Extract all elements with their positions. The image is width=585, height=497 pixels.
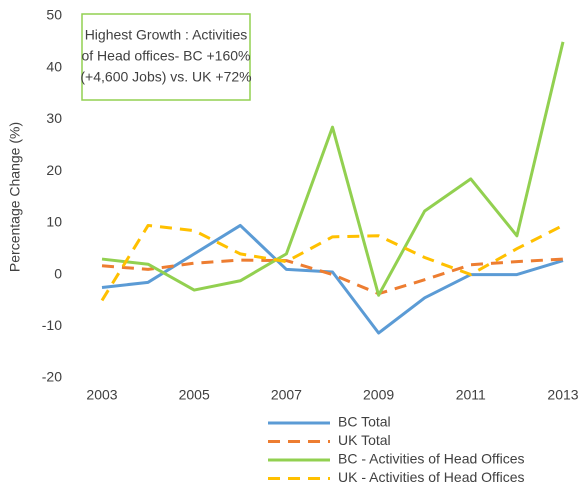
legend-label: UK Total [338,432,391,448]
y-tick-label: 20 [46,162,62,178]
annotation-line: of Head offices- BC +160% [81,48,250,64]
y-tick-label: 50 [46,7,62,23]
series-line [101,223,564,335]
y-tick-label: -10 [42,317,62,333]
annotation-line: Highest Growth : Activities [85,27,248,43]
y-tick-label: 10 [46,214,62,230]
annotation-line: (+4,600 Jobs) vs. UK +72% [80,69,251,85]
annotation-box [81,13,251,101]
y-axis-label: Percentage Change (%) [7,122,23,272]
y-tick-label: 0 [54,265,62,281]
x-tick-label: 2007 [271,387,302,403]
x-tick-label: 2003 [86,387,117,403]
series-line [100,223,564,302]
y-tick-label: 40 [46,58,62,74]
legend-label: BC Total [338,414,391,430]
y-tick-label: -20 [42,369,62,385]
x-tick-label: 2011 [456,387,486,403]
y-tick-label: 30 [46,110,62,126]
series-line [101,41,565,297]
legend-label: UK - Activities of Head Offices [338,469,524,485]
legend-label: BC - Activities of Head Offices [338,451,524,467]
x-tick-label: 2009 [363,387,394,403]
x-tick-label: 2013 [547,387,578,403]
x-tick-label: 2005 [179,387,210,403]
